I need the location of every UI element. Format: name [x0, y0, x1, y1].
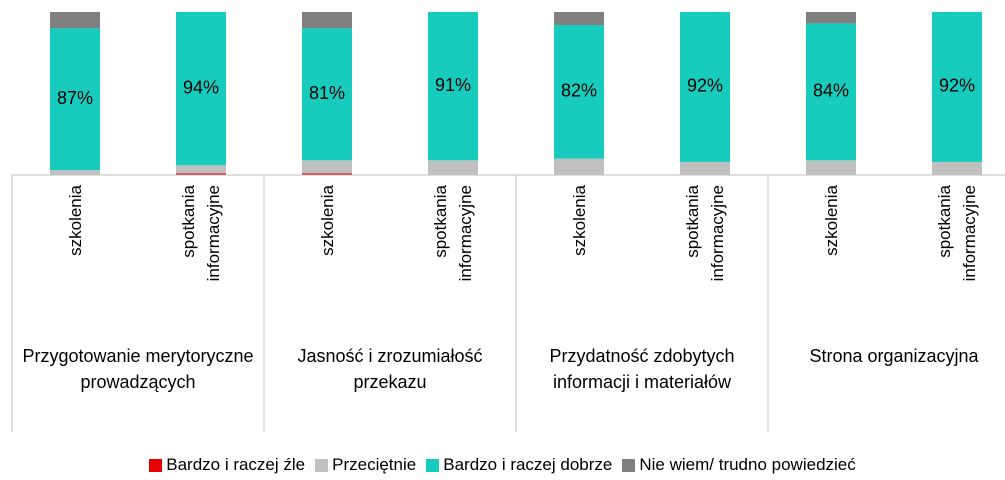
- bar-segment: [428, 12, 478, 161]
- bar-segment: [554, 25, 604, 159]
- value-label: 87%: [57, 88, 93, 108]
- category-label: spotkania informacyjne: [683, 185, 727, 282]
- bar-segment: [302, 28, 352, 161]
- legend-swatch: [315, 458, 329, 472]
- legend-swatch: [426, 458, 440, 472]
- bar-segment: [428, 160, 478, 175]
- group-label: Przygotowanie merytoryczne prowadzących: [22, 346, 254, 392]
- value-label: 91%: [435, 75, 471, 95]
- legend-label: Nie wiem/ trudno powiedzieć: [639, 455, 856, 474]
- category-label: spotkania informacyjne: [431, 185, 475, 282]
- bar-segment: [176, 173, 226, 175]
- bar-segment: [50, 28, 100, 171]
- category-label: szkolenia: [317, 185, 337, 256]
- bar-segment: [176, 165, 226, 174]
- bar-segment: [680, 12, 730, 162]
- bar-segment: [302, 173, 352, 175]
- value-label: 94%: [183, 77, 219, 97]
- legend-item: Przeciętnie: [315, 455, 416, 475]
- legend-label: Bardzo i raczej dobrze: [443, 455, 613, 474]
- bar-segment: [50, 12, 100, 29]
- bar-segment: [302, 12, 352, 29]
- bar-segment: [302, 160, 352, 174]
- legend-label: Przeciętnie: [332, 455, 417, 474]
- group-label: Strona organizacyjna: [809, 346, 979, 366]
- legend-item: Nie wiem/ trudno powiedzieć: [622, 455, 856, 475]
- value-label: 84%: [813, 81, 849, 101]
- legend-item: Bardzo i raczej dobrze: [426, 455, 612, 475]
- category-label: szkolenia: [65, 185, 85, 256]
- group-label: Przydatność zdobytych informacji i mater…: [549, 346, 735, 392]
- category-label: spotkania informacyjne: [179, 185, 223, 282]
- value-label: 81%: [309, 83, 345, 103]
- legend-swatch: [149, 458, 163, 472]
- bar-segment: [806, 23, 856, 161]
- bar-segment: [50, 170, 100, 175]
- category-label: szkolenia: [821, 185, 841, 256]
- bar-segment: [680, 161, 730, 175]
- bar-segment: [932, 12, 982, 162]
- value-label: 82%: [561, 81, 597, 101]
- value-label: 92%: [939, 76, 975, 96]
- bar-segment: [554, 158, 604, 175]
- bar-segment: [806, 12, 856, 24]
- category-label: spotkania informacyjne: [935, 185, 979, 282]
- bar-segment: [806, 160, 856, 175]
- group-label: Jasność i zrozumiałość przekazu: [297, 346, 483, 392]
- legend-swatch: [622, 458, 636, 472]
- bar-segment: [554, 12, 604, 26]
- legend: Bardzo i raczej źle Przeciętnie Bardzo i r…: [0, 455, 1005, 475]
- bar-segment: [176, 12, 226, 166]
- category-label: szkolenia: [569, 185, 589, 256]
- bar-segment: [932, 161, 982, 175]
- legend-item: Bardzo i raczej źle: [149, 455, 305, 475]
- value-label: 92%: [687, 76, 723, 96]
- legend-label: Bardzo i raczej źle: [166, 455, 306, 474]
